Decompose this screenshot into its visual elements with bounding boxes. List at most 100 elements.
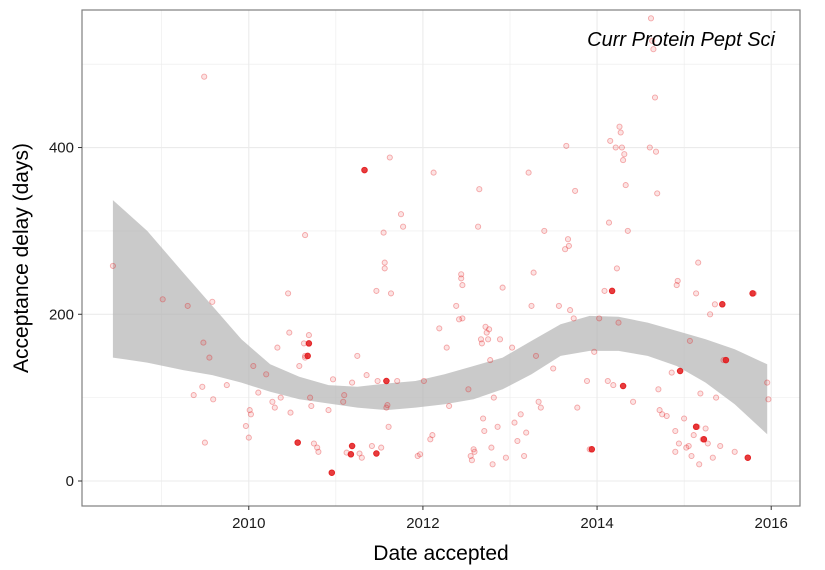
data-point xyxy=(341,392,348,399)
data-point xyxy=(717,442,724,450)
data-point xyxy=(381,265,388,272)
data-point xyxy=(458,271,465,278)
data-point-highlighted xyxy=(328,469,336,476)
data-point xyxy=(475,223,482,230)
data-point xyxy=(675,440,682,447)
data-point xyxy=(688,452,695,460)
data-point xyxy=(206,354,213,361)
data-point xyxy=(349,379,356,386)
data-point xyxy=(378,444,385,451)
data-point xyxy=(647,15,655,22)
data-point xyxy=(184,302,191,309)
data-point xyxy=(329,376,337,383)
data-point xyxy=(616,123,623,130)
data-point xyxy=(373,287,380,294)
data-point xyxy=(190,392,197,399)
data-point-highlighted xyxy=(383,377,390,385)
data-point xyxy=(523,429,530,436)
data-point xyxy=(386,154,393,161)
data-point xyxy=(656,407,663,414)
data-point xyxy=(210,396,217,403)
data-point xyxy=(563,142,570,149)
data-point xyxy=(488,444,495,451)
data-point xyxy=(686,337,693,344)
data-point xyxy=(711,301,718,308)
data-point xyxy=(453,302,460,309)
data-point xyxy=(509,344,516,351)
data-point-highlighted xyxy=(305,340,313,347)
x-tick-label: 2010 xyxy=(232,515,265,532)
data-point xyxy=(465,386,472,393)
data-point xyxy=(430,169,437,176)
data-point xyxy=(615,319,622,326)
data-point xyxy=(271,404,278,411)
data-point-highlighted xyxy=(719,301,726,308)
x-tick-label: 2012 xyxy=(406,515,439,532)
data-point xyxy=(494,423,501,430)
data-point xyxy=(607,137,614,144)
data-point xyxy=(201,439,208,446)
x-axis-title: Date accepted xyxy=(373,542,508,565)
data-point xyxy=(471,448,478,455)
data-point xyxy=(159,296,166,303)
data-point xyxy=(613,265,620,272)
data-point xyxy=(490,394,497,401)
data-point xyxy=(514,437,521,445)
data-point xyxy=(429,432,436,439)
data-point xyxy=(201,73,208,80)
data-point xyxy=(109,262,116,269)
data-point-highlighted xyxy=(692,423,700,431)
data-point xyxy=(601,287,608,294)
data-point xyxy=(668,369,675,376)
data-point xyxy=(555,302,562,309)
data-point xyxy=(486,326,493,333)
data-point xyxy=(654,190,661,197)
data-point-highlighted xyxy=(373,450,380,457)
data-point xyxy=(414,452,421,460)
data-point xyxy=(446,402,453,410)
data-point xyxy=(652,148,660,155)
data-point xyxy=(591,348,598,355)
axis-ticks: 2010 2012 2014 2016 0 200 400 xyxy=(49,140,788,532)
data-point xyxy=(570,315,577,322)
data-point xyxy=(417,451,424,458)
data-point xyxy=(307,394,314,401)
data-point xyxy=(702,425,709,432)
data-point xyxy=(695,259,702,266)
data-point xyxy=(459,282,466,289)
data-point xyxy=(617,129,624,136)
data-point xyxy=(693,290,700,297)
data-point xyxy=(443,344,450,351)
data-point xyxy=(477,336,485,343)
data-point xyxy=(620,157,627,164)
data-point xyxy=(572,187,579,194)
data-point xyxy=(532,352,540,359)
data-point xyxy=(672,448,679,455)
data-point-highlighted xyxy=(347,451,355,458)
data-point xyxy=(255,389,262,396)
data-point xyxy=(296,362,303,370)
data-point xyxy=(354,352,361,359)
data-point xyxy=(340,398,347,405)
data-point xyxy=(567,307,574,314)
data-point xyxy=(246,407,253,414)
data-point xyxy=(659,411,666,418)
data-points xyxy=(109,15,772,476)
data-point xyxy=(535,398,542,405)
data-point xyxy=(690,432,697,439)
data-point xyxy=(709,454,716,461)
data-point xyxy=(550,365,557,372)
data-point xyxy=(610,382,617,389)
data-point xyxy=(302,232,309,239)
data-point xyxy=(704,440,711,447)
data-point xyxy=(305,332,312,339)
data-point xyxy=(223,382,230,389)
confidence-band xyxy=(112,200,768,435)
panel-border xyxy=(81,9,801,507)
data-point xyxy=(397,211,405,218)
data-point xyxy=(456,316,463,323)
data-point xyxy=(209,298,216,305)
data-point-highlighted xyxy=(700,436,708,443)
data-point xyxy=(511,419,518,426)
y-tick-label: 200 xyxy=(49,306,74,323)
